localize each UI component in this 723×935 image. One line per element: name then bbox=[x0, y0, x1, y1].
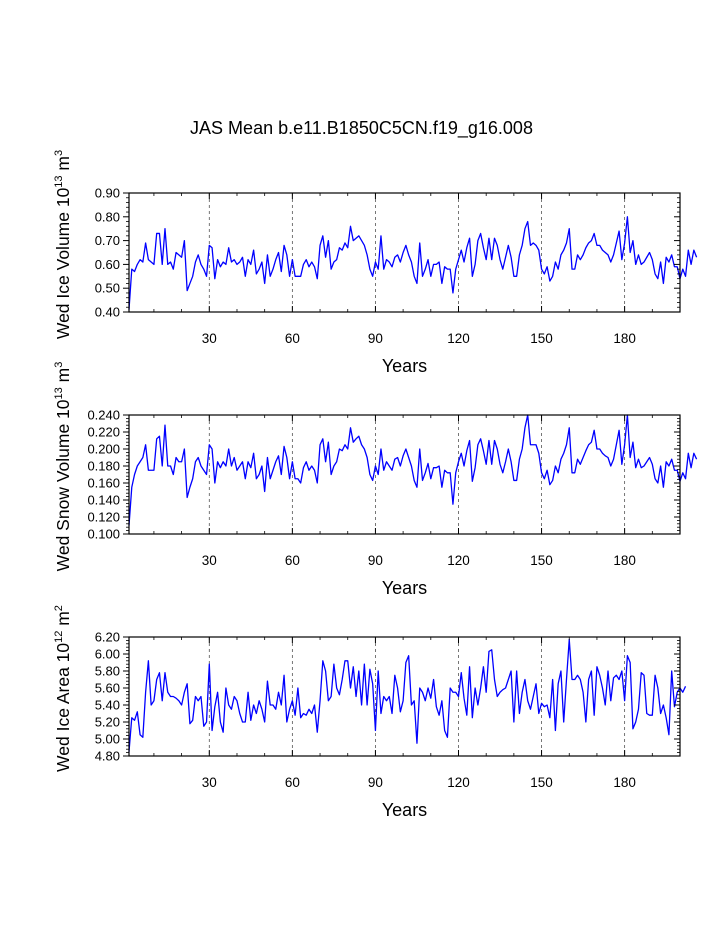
ice-area-ytick-label-0: 4.80 bbox=[95, 749, 120, 764]
ice-area-ylabel-part-1: 12 bbox=[53, 631, 65, 643]
snow-volume-xlabel: Years bbox=[382, 578, 427, 598]
ice-volume-ytick-label-4: 0.80 bbox=[95, 209, 120, 224]
ice-area-xtick-label-60: 60 bbox=[285, 775, 300, 790]
ice-volume-ylabel-part-0: Wed Ice Volume 10 bbox=[53, 187, 73, 339]
snow-volume-series-line bbox=[128, 414, 698, 526]
ice-area-ytick-label-1: 5.00 bbox=[95, 732, 120, 747]
snow-volume-ytick-label-0: 0.100 bbox=[87, 527, 120, 542]
snow-volume-ylabel-part-1: 13 bbox=[53, 387, 65, 399]
snow-volume-ytick-label-7: 0.240 bbox=[87, 408, 120, 423]
snow-volume-xtick-label-180: 180 bbox=[613, 553, 636, 568]
ice-area-ytick-label-4: 5.60 bbox=[95, 681, 120, 696]
ice-volume-ylabel-part-1: 13 bbox=[53, 175, 65, 187]
snow-volume-plot-frame bbox=[128, 414, 681, 535]
ice-area-ytick-label-7: 6.20 bbox=[95, 630, 120, 645]
ice-area-series-line bbox=[128, 638, 687, 752]
ice-volume-series-line bbox=[128, 216, 698, 310]
ice-volume-ytick-label-2: 0.60 bbox=[95, 257, 120, 272]
ice-volume-ytick-label-0: 0.40 bbox=[95, 305, 120, 320]
snow-volume-xtick-label-30: 30 bbox=[202, 553, 217, 568]
ice-volume-xlabel: Years bbox=[382, 356, 427, 376]
snow-volume-ytick-label-5: 0.200 bbox=[87, 442, 120, 457]
ice-volume-plot-frame bbox=[128, 192, 681, 313]
ice-area-ytick-label-3: 5.40 bbox=[95, 698, 120, 713]
ice-volume-xtick-label-180: 180 bbox=[613, 331, 636, 346]
ice-area-ytick-label-5: 5.80 bbox=[95, 664, 120, 679]
snow-volume-ytick-label-4: 0.180 bbox=[87, 459, 120, 474]
snow-volume-ylabel: Wed Snow Volume 1013 m3 bbox=[53, 362, 73, 572]
ice-volume-xtick-label-120: 120 bbox=[447, 331, 470, 346]
ice-volume-xtick-label-150: 150 bbox=[530, 331, 553, 346]
ice-area-xtick-label-90: 90 bbox=[368, 775, 383, 790]
ice-volume-xtick-label-30: 30 bbox=[202, 331, 217, 346]
ice-area-xtick-label-120: 120 bbox=[447, 775, 470, 790]
snow-volume-ytick-label-6: 0.220 bbox=[87, 425, 120, 440]
snow-volume-ylabel-part-2: m bbox=[53, 368, 73, 387]
figure-title: JAS Mean b.e11.B1850C5CN.f19_g16.008 bbox=[190, 118, 533, 138]
ice-volume-ytick-label-1: 0.50 bbox=[95, 281, 120, 296]
snow-volume-ylabel-part-3: 3 bbox=[53, 362, 65, 368]
snow-volume-ytick-label-3: 0.160 bbox=[87, 476, 120, 491]
ice-volume-ylabel-part-2: m bbox=[53, 156, 73, 175]
ice-volume-ylabel: Wed Ice Volume 1013 m3 bbox=[53, 150, 73, 339]
ice-area-ylabel: Wed Ice Area 1012 m2 bbox=[53, 605, 73, 772]
ice-area-ylabel-part-3: 2 bbox=[53, 605, 65, 611]
ice-area-ytick-label-6: 6.00 bbox=[95, 647, 120, 662]
ice-volume-xtick-label-60: 60 bbox=[285, 331, 300, 346]
ice-area-ylabel-part-2: m bbox=[53, 611, 73, 630]
snow-volume-xtick-label-60: 60 bbox=[285, 553, 300, 568]
snow-volume-ytick-label-2: 0.140 bbox=[87, 493, 120, 508]
ice-area-ylabel-part-0: Wed Ice Area 10 bbox=[53, 643, 73, 772]
ice-volume-xtick-label-90: 90 bbox=[368, 331, 383, 346]
ice-area-xtick-label-30: 30 bbox=[202, 775, 217, 790]
ice-area-xtick-label-150: 150 bbox=[530, 775, 553, 790]
ice-volume-ytick-label-5: 0.90 bbox=[95, 186, 120, 201]
ice-area-plot-frame bbox=[128, 636, 681, 757]
ice-volume-ytick-label-3: 0.70 bbox=[95, 233, 120, 248]
snow-volume-ytick-label-1: 0.120 bbox=[87, 510, 120, 525]
ice-area-xtick-label-180: 180 bbox=[613, 775, 636, 790]
ice-area-ytick-label-2: 5.20 bbox=[95, 715, 120, 730]
snow-volume-xtick-label-90: 90 bbox=[368, 553, 383, 568]
snow-volume-ylabel-part-0: Wed Snow Volume 10 bbox=[53, 399, 73, 571]
ice-area-xlabel: Years bbox=[382, 800, 427, 820]
snow-volume-xtick-label-150: 150 bbox=[530, 553, 553, 568]
ice-volume-ylabel-part-3: 3 bbox=[53, 150, 65, 156]
snow-volume-xtick-label-120: 120 bbox=[447, 553, 470, 568]
